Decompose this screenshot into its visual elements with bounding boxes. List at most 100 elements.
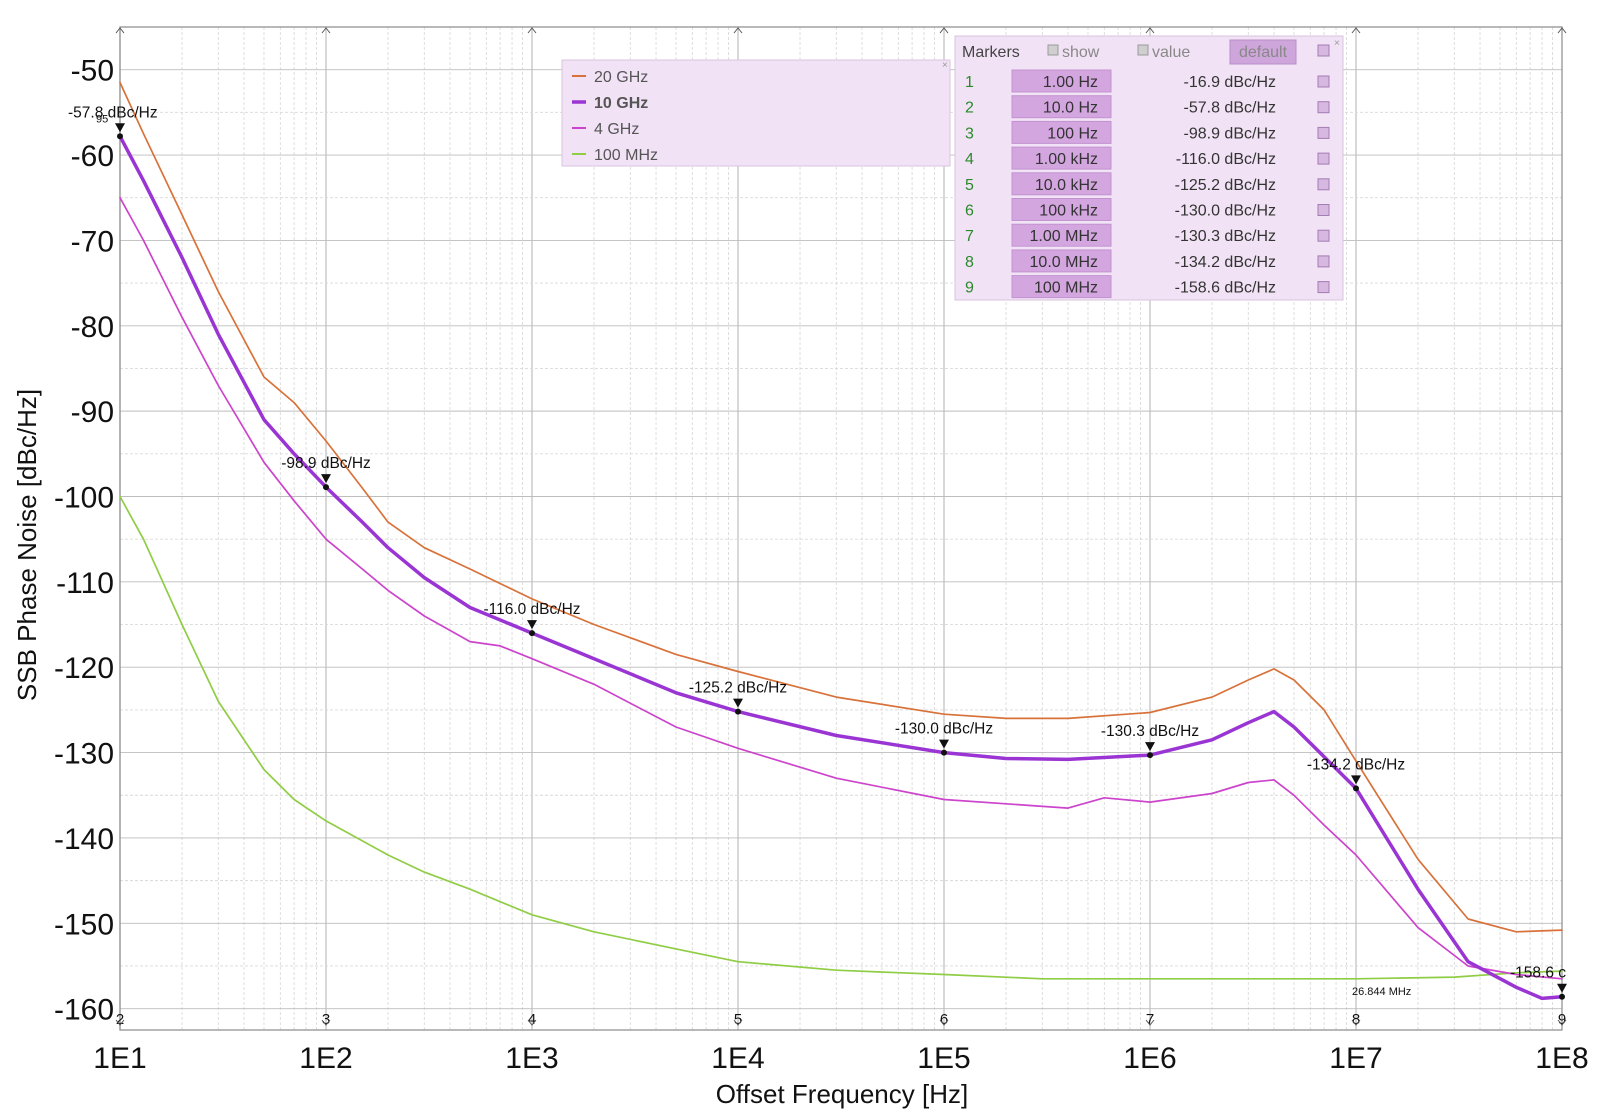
marker-value: -130.3 dBc/Hz	[1175, 228, 1276, 245]
bottom-tick-caret	[115, 1019, 125, 1026]
x-axis-label: Offset Frequency [Hz]	[716, 1079, 968, 1109]
x-subtick-label: 4	[528, 1011, 536, 1028]
marker-freq-field[interactable]	[1011, 146, 1112, 170]
legend-entry[interactable]: 10 GHz	[594, 95, 648, 112]
legend-box	[561, 59, 951, 167]
default-button-label: default	[1239, 44, 1288, 61]
marker-value: -98.9 dBc/Hz	[1184, 125, 1276, 142]
marker-index: 5	[965, 177, 974, 194]
marker-index: 7	[965, 228, 974, 245]
x-subtick-label: 5	[734, 1011, 742, 1028]
x-tick-label: 1E7	[1329, 1042, 1382, 1075]
series-line-100-mhz	[119, 495, 1563, 980]
legend-entry[interactable]: 100 MHz	[594, 147, 658, 164]
series-line-10-ghz	[118, 134, 1564, 1001]
legend-close-icon[interactable]: ×	[942, 60, 948, 71]
remove-marker-icon[interactable]	[1317, 101, 1330, 114]
x-annotation: 26.844 MHz	[1352, 986, 1411, 998]
marker-index: 3	[965, 125, 974, 142]
legend-entry[interactable]: 20 GHz	[594, 69, 648, 86]
remove-marker-icon[interactable]	[1317, 126, 1330, 139]
y-tick-label: -70	[71, 225, 114, 258]
bottom-tick-caret	[1557, 1019, 1567, 1026]
marker-triangle-icon	[1145, 742, 1155, 752]
marker-freq-field[interactable]	[1011, 275, 1112, 299]
remove-marker-icon[interactable]	[1317, 178, 1330, 191]
marker-freq-field[interactable]	[1011, 69, 1112, 93]
marker-point	[323, 484, 329, 491]
x-tick-label: 1E6	[1123, 1042, 1176, 1075]
remove-marker-icon[interactable]	[1317, 152, 1330, 165]
bottom-tick-caret	[1351, 1019, 1361, 1026]
remove-marker-icon[interactable]	[1317, 229, 1330, 242]
marker-freq-field[interactable]	[1011, 120, 1112, 144]
top-tick-caret	[527, 27, 537, 34]
remove-marker-icon[interactable]	[1317, 204, 1330, 216]
default-button[interactable]	[1229, 39, 1297, 65]
marker-triangle-icon	[1351, 775, 1361, 785]
legend-entry[interactable]: 4 GHz	[594, 121, 639, 138]
marker-index: 8	[965, 254, 974, 271]
x-tick-label: 1E2	[299, 1042, 352, 1075]
marker-label: -158.6 c	[1510, 965, 1566, 982]
plot-border	[119, 26, 1563, 1031]
y-tick-label: -110	[56, 567, 114, 600]
marker-freq: 1.00 MHz	[1030, 228, 1098, 245]
markers-close-icon[interactable]: ×	[1334, 38, 1340, 49]
marker-freq: 100 kHz	[1039, 203, 1098, 220]
marker-label: -98.9 dBc/Hz	[281, 455, 371, 472]
show-checkbox-icon[interactable]	[1047, 44, 1059, 56]
marker-freq-field[interactable]	[1011, 198, 1112, 221]
marker-triangle-icon	[733, 698, 743, 708]
x-axis-ticks: 1E1 1E2 1E3 1E4 1E5 1E6 1E7 1E8 2 3 4 5 6 7 8 9	[93, 27, 1589, 1075]
marker-triangle-icon	[321, 474, 331, 484]
marker-freq-field[interactable]	[1011, 223, 1112, 247]
y-tick-label: -140	[54, 823, 114, 856]
markers-title: Markers	[962, 44, 1020, 61]
value-checkbox-icon[interactable]	[1137, 44, 1149, 56]
marker-point	[941, 749, 947, 756]
marker-point	[1353, 785, 1359, 792]
marker-triangle-icon	[1557, 983, 1567, 993]
marker-freq-field[interactable]	[1011, 95, 1112, 119]
y-tick-label: -80	[71, 311, 114, 344]
marker-triangle-icon	[939, 739, 949, 749]
remove-marker-icon[interactable]	[1317, 255, 1330, 268]
top-tick-caret	[939, 27, 949, 34]
marker-value: -134.2 dBc/Hz	[1175, 254, 1276, 271]
bottom-tick-caret	[1145, 1019, 1155, 1026]
y-tick-label: -130	[54, 738, 114, 771]
top-tick-caret	[733, 27, 743, 34]
series-line-20-ghz	[119, 81, 1563, 933]
marker-freq: 1.00 kHz	[1035, 151, 1098, 168]
bottom-tick-caret	[321, 1019, 331, 1026]
marker-freq-field[interactable]	[1011, 249, 1112, 273]
remove-marker-icon[interactable]	[1317, 75, 1330, 88]
marker-value: -130.0 dBc/Hz	[1175, 203, 1276, 220]
add-marker-icon[interactable]	[1317, 44, 1330, 57]
top-tick-caret	[1557, 27, 1567, 34]
marker-point	[529, 630, 535, 637]
marker-label: -130.0 dBc/Hz	[895, 721, 993, 738]
top-tick-caret	[115, 27, 125, 34]
grid	[119, 26, 1562, 1030]
marker-freq-field[interactable]	[1011, 172, 1112, 196]
y-tick-label: -160	[54, 994, 114, 1027]
y-tick-label: -100	[54, 481, 114, 514]
marker-point	[1559, 993, 1565, 1000]
series-lines	[118, 81, 1564, 1001]
marker-freq: 10.0 Hz	[1043, 100, 1098, 117]
marker-annotations: -57.8 dBc/Hz -98.9 dBc/Hz -116.0 dBc/Hz -12…	[68, 104, 1567, 1000]
marker-value: -16.9 dBc/Hz	[1184, 74, 1276, 91]
top-tick-caret	[321, 27, 331, 34]
bottom-tick-caret	[733, 1019, 743, 1026]
plot-frame	[119, 26, 1563, 1031]
x-subtick-label: 8	[1352, 1011, 1360, 1028]
remove-marker-icon[interactable]	[1317, 281, 1330, 294]
markers-table: Markers show value default 1 1.00 Hz -16.9…	[954, 35, 1344, 301]
y-axis-label: SSB Phase Noise [dBc/Hz]	[12, 389, 42, 701]
marker-value: -158.6 dBc/Hz	[1175, 280, 1276, 297]
value-label: value	[1152, 44, 1190, 61]
top-tick-caret	[1145, 27, 1155, 34]
y-tick-label: -50	[71, 55, 114, 88]
